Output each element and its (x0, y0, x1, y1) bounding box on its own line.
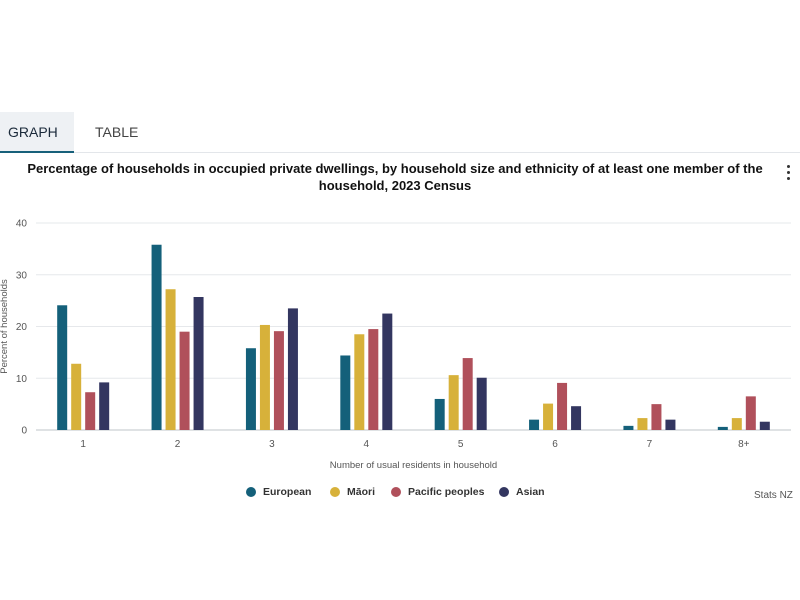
bar (354, 334, 365, 430)
x-tick-label: 6 (552, 439, 558, 450)
bar (179, 331, 190, 430)
legend: European Māori Pacific peoples Asian (0, 486, 800, 502)
legend-swatch (391, 487, 401, 497)
credit-text: Stats NZ (754, 490, 793, 501)
bar (717, 426, 728, 430)
legend-swatch (330, 487, 340, 497)
bar (623, 425, 634, 430)
bar (85, 392, 96, 430)
tab-graph[interactable]: GRAPH (0, 112, 74, 153)
bar (165, 289, 176, 430)
chart-title: Percentage of households in occupied pri… (27, 161, 763, 193)
legend-item[interactable]: Pacific peoples (391, 486, 484, 498)
x-tick-label: 4 (364, 439, 370, 450)
y-tick-label: 0 (21, 426, 27, 437)
legend-label: Pacific peoples (408, 486, 485, 498)
bar (57, 305, 68, 430)
bar (529, 419, 540, 430)
bar (151, 244, 162, 430)
x-tick-label: 1 (80, 439, 86, 450)
bar (434, 398, 445, 430)
x-tick-label: 3 (269, 439, 275, 450)
bar (448, 375, 459, 430)
bar (273, 331, 284, 430)
legend-swatch (499, 487, 509, 497)
bar (340, 355, 351, 430)
y-tick-label: 10 (16, 374, 28, 385)
bar (382, 313, 393, 430)
x-tick-label: 2 (175, 439, 181, 450)
legend-item[interactable]: European (246, 486, 311, 498)
bar (193, 297, 204, 430)
bar (665, 419, 676, 430)
legend-label: Māori (347, 486, 376, 498)
bar (462, 358, 473, 430)
legend-label: European (263, 486, 312, 498)
more-vertical-icon[interactable] (782, 164, 796, 182)
legend-item[interactable]: Asian (499, 486, 545, 498)
x-tick-label: 5 (458, 439, 464, 450)
bar (476, 377, 487, 430)
bar (287, 308, 298, 430)
bar (731, 418, 742, 430)
bar (571, 406, 582, 430)
x-tick-label: 8+ (738, 439, 750, 450)
view-tabs: GRAPH TABLE (0, 112, 800, 153)
bar (543, 403, 554, 430)
y-tick-label: 30 (16, 270, 28, 281)
y-axis-title: Percent of households (0, 279, 10, 374)
bar (557, 382, 568, 430)
bar (651, 404, 662, 430)
legend-item[interactable]: Māori (330, 486, 375, 498)
bar (637, 418, 648, 430)
x-axis-title: Number of usual residents in household (330, 460, 497, 471)
bar (71, 363, 82, 430)
x-tick-label: 7 (647, 439, 653, 450)
bar (745, 396, 756, 430)
bar (759, 421, 770, 430)
y-tick-label: 20 (16, 322, 28, 333)
y-tick-label: 40 (16, 219, 28, 230)
tab-table[interactable]: TABLE (95, 124, 139, 140)
legend-swatch (246, 487, 256, 497)
bar (368, 329, 379, 430)
bar (259, 324, 270, 430)
bar-chart: 0 10 20 30 40 Percent of households 1 2 3 4 5 6 7 8+ N… (0, 219, 791, 471)
bar (99, 382, 110, 430)
legend-label: Asian (516, 486, 545, 498)
bar (245, 348, 256, 430)
